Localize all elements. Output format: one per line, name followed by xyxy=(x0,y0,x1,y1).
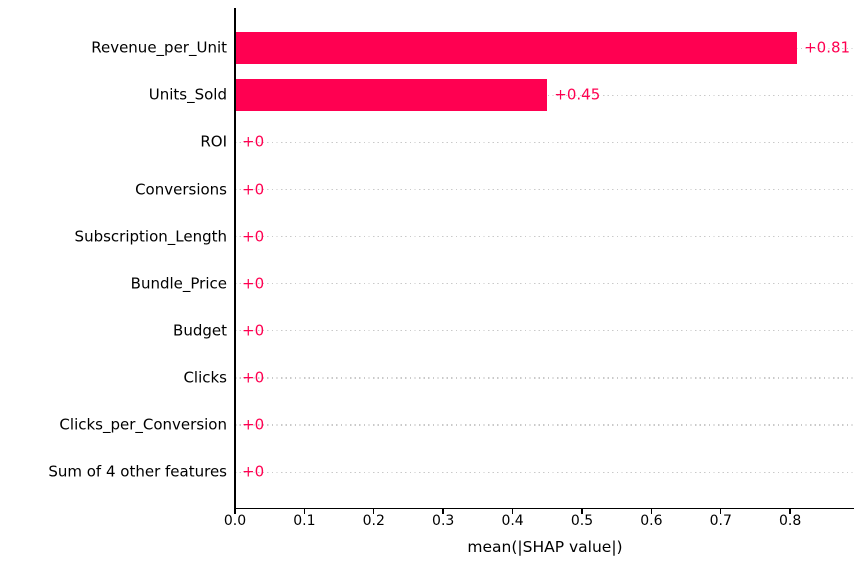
x-tick-label: 0.8 xyxy=(779,513,802,529)
feature-label: Clicks xyxy=(183,368,227,387)
bar xyxy=(235,32,798,65)
bar-value-label: +0 xyxy=(242,368,265,387)
x-tick-mark xyxy=(373,509,375,514)
bar-value-label: +0 xyxy=(242,321,265,340)
feature-label: Clicks_per_Conversion xyxy=(59,415,227,434)
bar-value-label: +0 xyxy=(242,462,265,481)
bar-value-label: +0 xyxy=(242,180,265,199)
x-tick-mark xyxy=(234,509,236,514)
feature-label: Sum of 4 other features xyxy=(48,462,227,481)
x-tick-label: 0.2 xyxy=(362,513,385,529)
bar-value-label: +0 xyxy=(242,274,265,293)
row-gridline xyxy=(235,236,854,238)
x-tick-mark xyxy=(720,509,722,514)
x-tick-label: 0.0 xyxy=(223,513,247,529)
row-gridline xyxy=(235,188,854,191)
row-gridline xyxy=(235,377,854,379)
bar xyxy=(235,79,548,112)
row-gridline xyxy=(235,283,854,285)
row-gridline xyxy=(235,141,854,144)
feature-label: Bundle_Price xyxy=(130,274,227,293)
x-tick-label: 0.5 xyxy=(570,513,594,529)
bar-value-label: +0 xyxy=(242,133,265,152)
x-tick-mark xyxy=(303,509,306,514)
feature-label: Conversions xyxy=(135,180,227,199)
x-axis-line xyxy=(234,507,854,510)
bar-value-label: +0 xyxy=(242,415,265,434)
x-axis-title: mean(|SHAP value|) xyxy=(467,538,623,556)
x-tick-mark xyxy=(511,509,514,514)
x-tick-label: 0.7 xyxy=(709,513,732,529)
y-axis-line xyxy=(234,8,236,509)
x-tick-label: 0.1 xyxy=(293,513,316,529)
row-gridline xyxy=(235,471,854,473)
bar-value-label: +0.45 xyxy=(554,85,601,104)
feature-label: Units_Sold xyxy=(148,85,227,104)
feature-label: Subscription_Length xyxy=(74,227,227,246)
x-tick-label: 0.3 xyxy=(432,513,455,529)
x-tick-mark xyxy=(442,509,444,514)
row-gridline xyxy=(235,424,854,426)
feature-label: Revenue_per_Unit xyxy=(91,38,227,57)
feature-label: ROI xyxy=(200,133,227,152)
bar-value-label: +0 xyxy=(242,227,265,246)
feature-label: Budget xyxy=(173,321,227,340)
bar-value-label: +0.81 xyxy=(804,38,851,57)
x-tick-label: 0.6 xyxy=(640,513,663,529)
row-gridline xyxy=(235,330,854,332)
x-tick-mark xyxy=(789,509,791,514)
x-tick-mark xyxy=(650,509,653,514)
x-tick-mark xyxy=(581,509,583,514)
x-tick-label: 0.4 xyxy=(501,513,524,529)
